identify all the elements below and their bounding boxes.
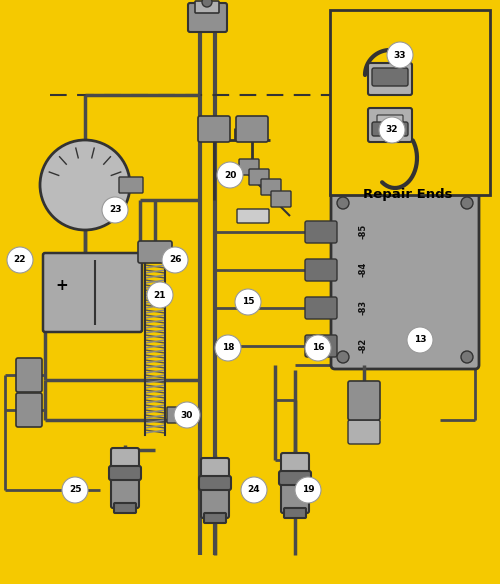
FancyBboxPatch shape — [249, 169, 269, 185]
Circle shape — [295, 477, 321, 503]
Text: 23: 23 — [109, 206, 121, 214]
Text: 32: 32 — [386, 126, 398, 134]
FancyBboxPatch shape — [305, 259, 337, 281]
Circle shape — [174, 402, 200, 428]
FancyBboxPatch shape — [198, 116, 230, 142]
FancyBboxPatch shape — [261, 179, 281, 195]
FancyBboxPatch shape — [348, 381, 380, 420]
Text: 22: 22 — [14, 256, 26, 265]
FancyBboxPatch shape — [305, 221, 337, 243]
Text: 26: 26 — [169, 256, 181, 265]
FancyBboxPatch shape — [237, 209, 269, 223]
Circle shape — [40, 140, 130, 230]
Text: 33: 33 — [394, 50, 406, 60]
FancyBboxPatch shape — [372, 122, 408, 136]
FancyBboxPatch shape — [331, 191, 479, 369]
FancyBboxPatch shape — [281, 479, 309, 513]
Circle shape — [215, 335, 241, 361]
Text: 13: 13 — [414, 335, 426, 345]
FancyBboxPatch shape — [188, 3, 227, 32]
FancyBboxPatch shape — [239, 159, 259, 175]
FancyBboxPatch shape — [111, 448, 139, 472]
Circle shape — [305, 335, 331, 361]
FancyBboxPatch shape — [377, 115, 403, 127]
Circle shape — [241, 477, 267, 503]
Text: Repair Ends: Repair Ends — [363, 188, 453, 201]
FancyBboxPatch shape — [279, 471, 311, 485]
Text: -82: -82 — [358, 338, 368, 353]
Text: 24: 24 — [248, 485, 260, 495]
FancyBboxPatch shape — [368, 108, 412, 142]
Text: 18: 18 — [222, 343, 234, 353]
Circle shape — [461, 351, 473, 363]
Text: -84: -84 — [358, 262, 368, 277]
Circle shape — [387, 42, 413, 68]
FancyBboxPatch shape — [271, 191, 291, 207]
FancyBboxPatch shape — [281, 453, 309, 477]
FancyBboxPatch shape — [372, 68, 408, 86]
Circle shape — [461, 197, 473, 209]
FancyBboxPatch shape — [201, 484, 229, 518]
Circle shape — [235, 289, 261, 315]
Text: -85: -85 — [358, 223, 368, 239]
Text: 30: 30 — [181, 411, 193, 419]
FancyBboxPatch shape — [109, 466, 141, 480]
Circle shape — [337, 197, 349, 209]
Text: 15: 15 — [242, 297, 254, 307]
Text: 20: 20 — [224, 171, 236, 179]
FancyBboxPatch shape — [114, 503, 136, 513]
FancyBboxPatch shape — [305, 297, 337, 319]
FancyBboxPatch shape — [368, 63, 412, 95]
Circle shape — [147, 282, 173, 308]
Circle shape — [407, 327, 433, 353]
Text: 21: 21 — [154, 290, 166, 300]
Bar — [330, 10, 490, 195]
FancyBboxPatch shape — [348, 420, 380, 444]
FancyBboxPatch shape — [199, 476, 231, 490]
Text: +: + — [56, 277, 68, 293]
Text: 19: 19 — [302, 485, 314, 495]
FancyBboxPatch shape — [43, 253, 142, 332]
FancyBboxPatch shape — [204, 513, 226, 523]
Circle shape — [217, 162, 243, 188]
FancyBboxPatch shape — [236, 116, 268, 142]
FancyBboxPatch shape — [16, 393, 42, 427]
Circle shape — [162, 247, 188, 273]
Text: 25: 25 — [69, 485, 81, 495]
FancyBboxPatch shape — [305, 335, 337, 357]
Circle shape — [102, 197, 128, 223]
Circle shape — [337, 351, 349, 363]
FancyBboxPatch shape — [111, 474, 139, 508]
Circle shape — [7, 247, 33, 273]
Text: -83: -83 — [358, 300, 368, 315]
FancyBboxPatch shape — [138, 241, 172, 263]
FancyBboxPatch shape — [201, 458, 229, 482]
FancyBboxPatch shape — [119, 177, 143, 193]
Circle shape — [62, 477, 88, 503]
Circle shape — [379, 117, 405, 143]
FancyBboxPatch shape — [195, 1, 219, 13]
FancyBboxPatch shape — [284, 508, 306, 518]
FancyBboxPatch shape — [16, 358, 42, 392]
Text: 16: 16 — [312, 343, 324, 353]
FancyBboxPatch shape — [167, 407, 189, 423]
Circle shape — [202, 0, 212, 7]
